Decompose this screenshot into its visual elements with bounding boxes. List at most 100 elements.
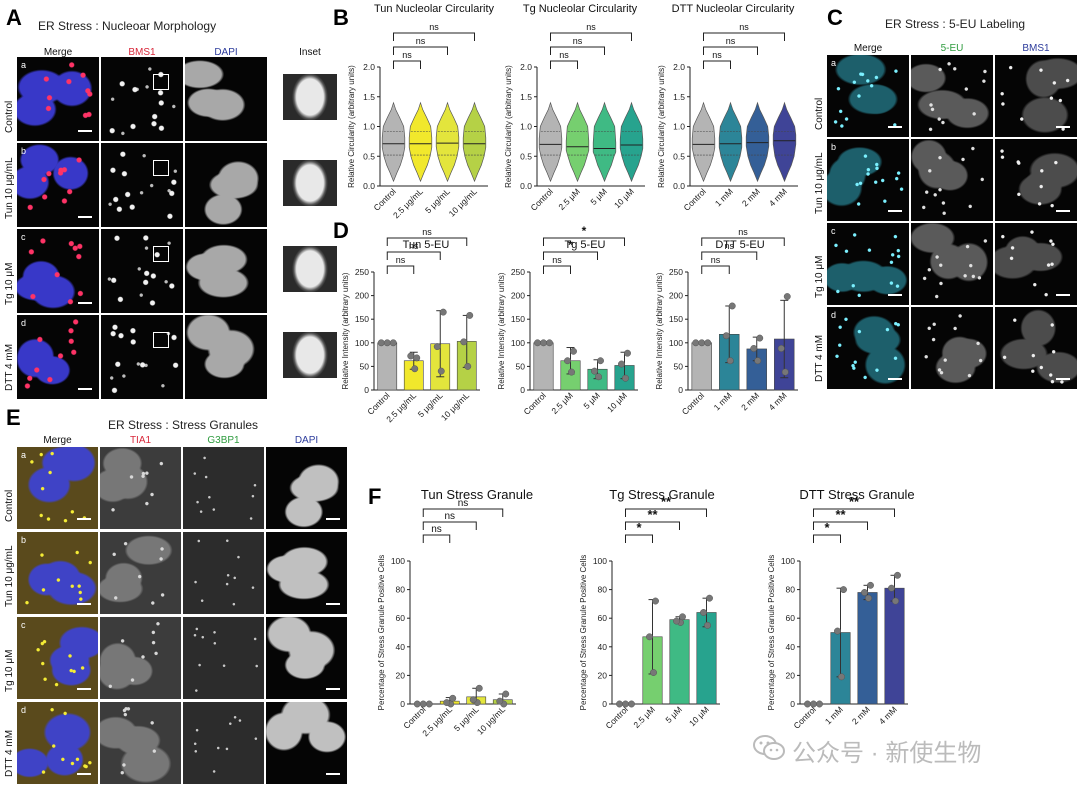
x-tick-label: 2 mM [740,186,762,208]
y-axis-label: Percentage of Stress Granule Positive Ce… [579,555,588,711]
significance-bracket [550,32,632,41]
y-axis-label: Relative Intensity (arbitrary units) [341,272,350,389]
row-tag: d [831,310,837,320]
data-point [502,690,510,698]
scale-bar [1056,294,1070,296]
data-point [377,339,385,347]
row-tag: a [21,450,27,460]
violin [435,101,460,183]
x-tick-label: 2.5 μM [556,186,582,212]
chart-F-tun: Tun Stress Granule 0 20 40 60 80 100 Percentage… [377,487,533,738]
data-point [894,571,901,579]
micrograph-tile [266,702,347,784]
y-tick-label: 20 [598,670,608,680]
data-point [783,293,791,300]
significance-bracket [386,251,441,260]
y-tick-label: 80 [396,585,406,595]
inset-box [153,331,170,348]
data-point [564,357,571,365]
significance-label: ns [559,50,569,60]
y-tick-label: 50 [674,361,684,371]
data-point [464,362,472,370]
data-point [496,697,504,705]
significance-label: ns [573,36,583,46]
significance-label: * [636,520,642,535]
data-point [652,597,659,605]
data-point [861,589,868,596]
scale-bar [78,216,92,218]
y-tick-label: 0.5 [520,151,532,161]
x-tick-label: 1 mM [823,704,845,726]
data-point [466,311,474,319]
data-point [750,345,758,352]
wechat-icon [753,735,785,760]
chart-title: Tg Nucleolar Circularity [523,3,638,15]
data-point [704,339,712,347]
row-tag: d [21,318,27,328]
data-point [756,334,764,342]
micrograph-tile [995,139,1077,221]
y-tick-label: 150 [669,314,683,324]
micrograph-tile [185,57,267,141]
y-tick-label: 80 [598,585,608,595]
data-point [597,357,604,365]
data-point [622,700,629,708]
significance-bracket [813,521,868,530]
y-tick-label: 100 [781,556,795,566]
scale-bar [326,518,340,520]
significance-bracket [393,46,448,55]
data-point [865,594,872,602]
data-point [781,368,789,376]
row-tag: d [21,705,27,715]
x-tick-label: 4 mM [767,186,789,208]
micrograph-tile: d [827,307,909,389]
bar [533,342,554,391]
data-point [591,367,598,375]
significance-bracket [703,60,731,69]
chart-title: Tg 5-EU [565,239,606,251]
significance-label: ** [849,494,860,509]
x-tick-label: Control [521,390,548,417]
data-point [700,609,707,616]
significance-bracket [393,60,421,69]
y-axis-label: Relative Circularity (arbitrary units) [504,65,513,188]
x-tick-label: 5 μM [663,704,684,725]
significance-label: ** [835,507,846,522]
data-point [888,584,895,592]
y-axis-label: Relative Circularity (arbitrary units) [347,65,356,188]
y-tick-label: 0 [400,699,405,709]
data-point [389,339,397,347]
y-tick-label: 20 [396,670,406,680]
micrograph-tile [283,246,337,292]
scale-bar [78,302,92,304]
y-tick-label: 60 [396,613,406,623]
data-point [475,684,483,692]
data-point [673,617,680,625]
scale-bar [888,126,902,128]
x-tick-label: 1 mM [712,390,734,412]
row-tag: c [21,232,26,242]
data-point [722,332,730,340]
data-point [568,368,575,376]
x-tick-label: 5 μM [588,186,609,207]
column-header: BMS1 [1022,43,1050,54]
row-tag: b [831,142,837,152]
row-tag: a [21,60,27,70]
significance-bracket [386,237,468,246]
y-tick-label: 0 [678,385,683,395]
row-tag: c [21,620,26,630]
significance-label: ns [444,511,455,522]
chart-title: Tg Stress Granule [609,487,715,502]
significance-bracket [550,60,578,69]
significance-label: ns [739,22,749,32]
data-point [540,339,547,347]
x-tick-label: 1 mM [713,186,735,208]
x-tick-label: Control [603,704,630,731]
micrograph-tile [183,532,264,614]
x-tick-label: 10 μM [687,704,711,728]
chart-title: DTT Stress Granule [799,487,914,502]
data-point [534,339,541,347]
panel-title: ER Stress : Nucleoar Morphology [38,19,217,33]
scale-bar [1056,378,1070,380]
significance-label: * [582,224,587,238]
